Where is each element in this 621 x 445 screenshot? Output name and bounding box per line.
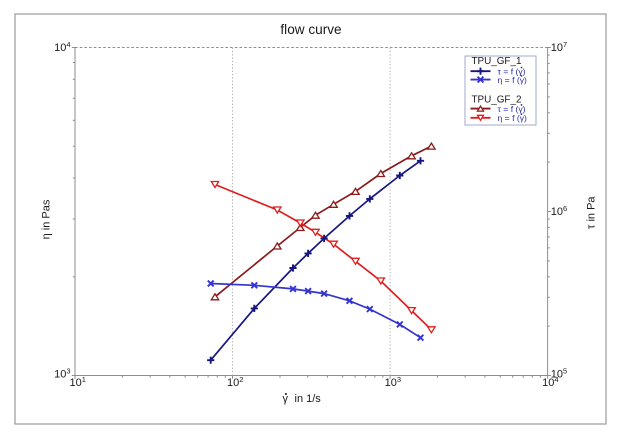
svg-text:TPU_GF_1: TPU_GF_1 [472,56,522,67]
svg-text:γ: γ [283,393,289,405]
svg-text:τ in Pa: τ in Pa [585,196,597,229]
svg-text:η = f (γ): η = f (γ) [498,75,528,85]
svg-text:flow curve: flow curve [280,22,341,37]
svg-text:in 1/s: in 1/s [295,393,322,405]
svg-text:η = f (γ): η = f (γ) [498,113,528,123]
svg-text:τ = f (γ): τ = f (γ) [498,66,526,76]
svg-text:TPU_GF_2: TPU_GF_2 [472,94,522,105]
svg-text:τ = f (γ): τ = f (γ) [498,104,526,114]
svg-text:η in Pas: η in Pas [41,199,53,239]
